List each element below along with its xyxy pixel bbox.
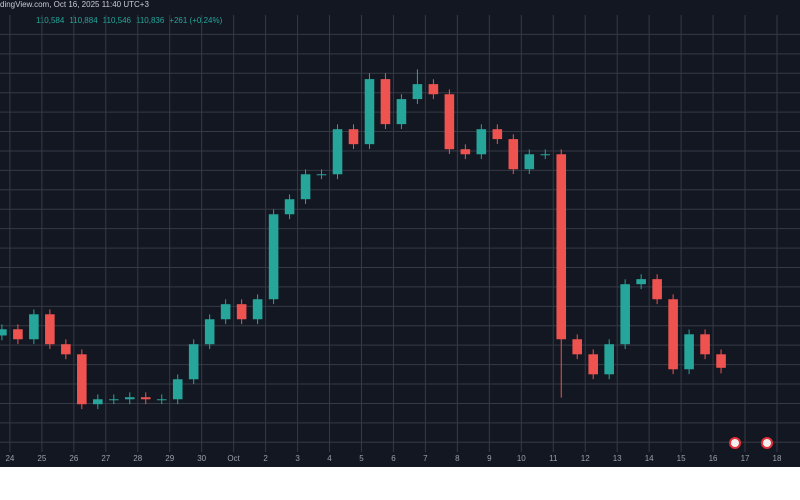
candle-body xyxy=(652,279,662,300)
candle-body xyxy=(604,344,614,375)
candle-body xyxy=(700,334,710,355)
legend-value: 110,546 xyxy=(103,16,132,25)
candles xyxy=(0,69,726,410)
chart-background xyxy=(0,0,800,467)
candle-body xyxy=(108,399,119,401)
candle-body xyxy=(444,94,455,150)
candle-body xyxy=(188,344,199,380)
candle-body xyxy=(29,314,39,340)
event-icons xyxy=(729,437,773,449)
candle-body xyxy=(252,299,263,320)
candle-body xyxy=(77,354,87,405)
x-tick-label: 17 xyxy=(741,454,750,463)
x-tick-label: 16 xyxy=(709,454,718,463)
x-tick-label: 29 xyxy=(165,454,174,463)
event-icon[interactable] xyxy=(729,437,741,449)
x-tick-label: 11 xyxy=(549,454,558,463)
candle-body xyxy=(45,314,55,345)
candle-body xyxy=(492,129,503,140)
candle-body xyxy=(172,379,183,400)
candle-body xyxy=(332,129,343,175)
x-axis: 24 25 26 27 28 29 30 Oct 2 3 4 5 6 7 8 9 10 11 12 13 14 15 16 1… xyxy=(5,454,782,463)
legend-value: 110,836 xyxy=(136,16,165,25)
candle-body xyxy=(428,84,439,95)
x-tick-label: 9 xyxy=(487,454,492,463)
grid xyxy=(0,15,800,452)
candle-body xyxy=(684,334,694,370)
legend: 110,584 110,884 110,546 110,836 +261 (+0.24%… xyxy=(36,16,223,25)
x-tick-label: 28 xyxy=(133,454,142,463)
x-tick-label: 26 xyxy=(69,454,78,463)
candle-body xyxy=(588,354,599,375)
candle-body xyxy=(220,304,231,320)
x-tick-label: 27 xyxy=(101,454,110,463)
candle-body xyxy=(460,149,471,155)
legend-value: +261 (+0.24%) xyxy=(169,16,222,25)
x-tick-label: Oct xyxy=(227,454,240,463)
candle-body xyxy=(124,397,135,400)
chart-title: dingView.com, Oct 16, 2025 11:40 UTC+3 xyxy=(0,0,149,9)
x-tick-label: 13 xyxy=(613,454,622,463)
candle-body xyxy=(0,329,7,336)
x-tick-label: 24 xyxy=(5,454,14,463)
candle-body xyxy=(61,344,71,355)
candle-body xyxy=(556,154,567,340)
candle-body xyxy=(13,329,23,340)
x-tick-label: 14 xyxy=(645,454,654,463)
x-tick-label: 18 xyxy=(773,454,782,463)
x-tick-label: 8 xyxy=(455,454,460,463)
candle-body xyxy=(236,304,247,320)
candle-body xyxy=(156,399,167,401)
legend-value: 110,584 xyxy=(36,16,65,25)
candle-body xyxy=(524,154,535,170)
candle-body xyxy=(396,99,407,125)
candle-body xyxy=(284,199,295,215)
candle-body xyxy=(140,397,151,400)
candle-body xyxy=(540,154,551,156)
x-tick-label: 25 xyxy=(37,454,46,463)
x-tick-label: 2 xyxy=(263,454,268,463)
candle-body xyxy=(300,174,311,200)
x-tick-label: 4 xyxy=(327,454,332,463)
x-tick-label: 3 xyxy=(295,454,300,463)
candle-body xyxy=(620,284,630,345)
candle-body xyxy=(716,354,726,368)
x-tick-label: 30 xyxy=(197,454,206,463)
candle-body xyxy=(412,84,423,100)
candle-body xyxy=(380,79,391,125)
candle-body xyxy=(204,319,215,345)
candle-body xyxy=(93,399,103,405)
x-tick-label: 12 xyxy=(581,454,590,463)
x-tick-label: 15 xyxy=(677,454,686,463)
candle-body xyxy=(636,279,646,285)
legend-value: 110,884 xyxy=(69,16,98,25)
candle-body xyxy=(572,339,583,355)
x-tick-label: 6 xyxy=(391,454,396,463)
candle-body xyxy=(476,129,487,155)
candle-body xyxy=(348,129,359,145)
candle-body xyxy=(316,174,327,176)
x-tick-label: 10 xyxy=(517,454,526,463)
candle-body xyxy=(508,139,519,170)
candle-body xyxy=(268,214,279,300)
event-icon[interactable] xyxy=(761,437,773,449)
candle-body xyxy=(668,299,678,370)
x-tick-label: 7 xyxy=(423,454,428,463)
x-tick-label: 5 xyxy=(359,454,364,463)
candle-body xyxy=(364,79,375,145)
